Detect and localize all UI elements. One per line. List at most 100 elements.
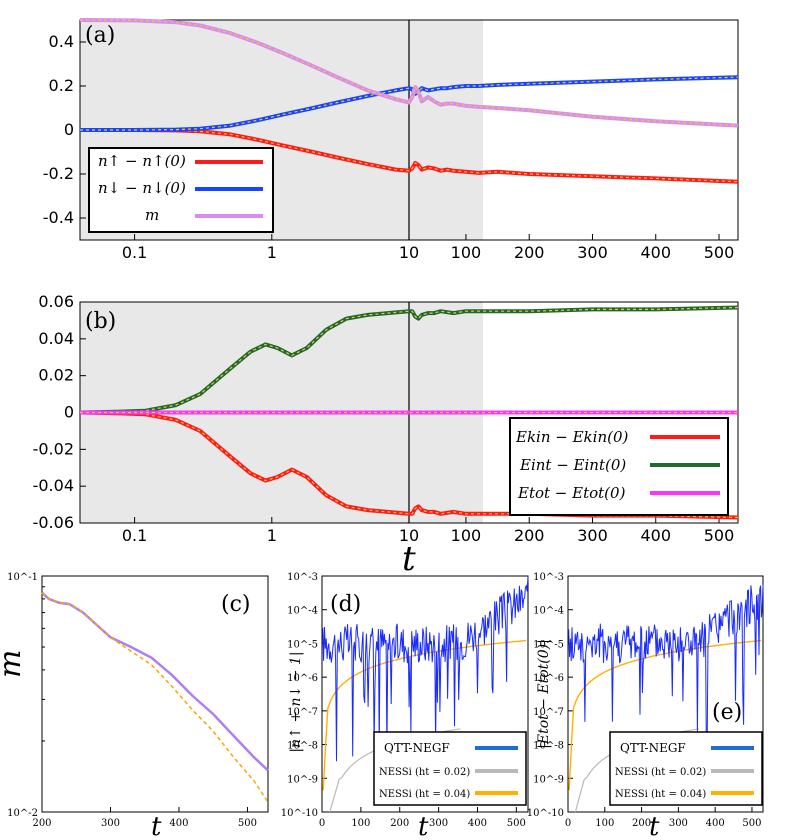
x-tick-label: 0.1 [122,526,147,545]
x-tick-label: 0 [319,818,325,829]
x-axis-label-e: t [649,812,660,840]
series-line-0 [41,591,269,772]
x-tick-label: 300 [429,818,448,829]
x-tick-label: 200 [632,818,651,829]
x-tick-label: 400 [640,526,671,545]
panel-b: 0.1 1 10 100 200 300 400 500 0.06 0.04 0.02 0 -0.02 -… [33,292,739,579]
y-tick-label: 10^-8 [533,741,564,752]
panel-e: 0 100 200 300 400 500 10^-3 10^-4 10^-5 10^-6 10^-… [527,572,764,840]
series-dash-0 [80,129,739,183]
y-tick-label: -0.02 [33,439,74,458]
y-tick-label: 10^-5 [533,639,564,650]
y-tick-label: 10^-2 [7,808,38,819]
y-tick-label: 0.02 [38,366,74,385]
series-qtt-negf [322,576,529,762]
legend-d-n02: NESSi (ht = 0.02) [379,767,470,778]
series-qtt-negf [568,584,764,750]
panel-d: 0 100 200 300 400 500 10^-3 10^-4 10^-5 10^-6 10^-… [281,572,529,840]
y-tick-label: 10^-4 [287,606,318,617]
series-line-1 [41,592,269,803]
y-tick-label: -0.06 [33,513,74,532]
x-tick-label: 100 [595,818,614,829]
y-tick-label: 0 [64,403,74,422]
x-tick-label: 1 [267,243,277,262]
y-tick-label: 10^-10 [527,808,564,819]
y-axis-label-e: |Etot − Etot(0)| [536,639,552,749]
y-axis-label-d: |n↑ + n↓ − 1| [288,651,304,752]
legend-b-etot: Etot − Etot(0) [517,484,626,502]
x-axis-label-t: t [402,539,416,579]
x-tick-label: 400 [169,818,188,829]
legend-a-m: m [145,206,159,224]
x-tick-label: 400 [468,818,487,829]
y-tick-label: 10^-7 [533,707,564,718]
y-axis-label-m: m [0,650,28,678]
panel-label-a: (a) [85,23,115,48]
panel-label-e-visible: (e) [712,700,742,725]
y-tick-label: 10^-4 [533,606,564,617]
y-tick-label: 10^-5 [287,639,318,650]
x-tick-label: 300 [577,526,608,545]
y-tick-label: 0.4 [49,32,74,51]
x-tick-label: 300 [101,818,120,829]
series-dash-2 [79,19,739,127]
x-tick-label: 100 [451,243,482,262]
x-tick-label: 200 [32,818,51,829]
x-tick-label: 200 [514,526,545,545]
y-tick-label: 10^-8 [287,741,318,752]
y-tick-label: 10^-3 [287,572,318,583]
legend-d-n04: NESSi (ht = 0.04) [379,789,470,800]
y-tick-label: 10^-1 [7,572,38,583]
x-tick-label: 400 [640,243,671,262]
legend-e-qtt: QTT-NEGF [620,741,686,755]
x-tick-label: 200 [514,243,545,262]
y-tick-label: -0.4 [43,208,74,227]
x-tick-label: 400 [706,818,725,829]
legend-e-n02: NESSi (ht = 0.02) [615,767,706,778]
x-tick-label: 0 [565,818,571,829]
y-tick-label: -0.04 [33,476,74,495]
legend-b-ekin: Ekin − Ekin(0) [515,428,628,446]
series-dash-1 [79,306,739,414]
legend-a-ndn: n↓ − n↓(0) [98,179,186,197]
x-tick-label: 10 [399,526,419,545]
y-tick-label: 10^-7 [287,707,318,718]
legend-a-nup: n↑ − n↑(0) [98,152,186,170]
legend-b-eint: Eint − Eint(0) [519,456,626,474]
x-axis-label-c: t [151,812,162,840]
x-axis-label-d: t [418,812,429,840]
x-tick-label: 100 [451,526,482,545]
y-tick-label: -0.2 [43,164,74,183]
legend-e-n04: NESSi (ht = 0.04) [615,789,706,800]
y-tick-label: 10^-6 [287,673,318,684]
panel-label-d: (d) [330,592,361,617]
x-tick-label: 500 [507,818,526,829]
legend-d-qtt: QTT-NEGF [384,741,450,755]
series-dash-0 [79,411,739,519]
series-nessi-04 [568,639,762,791]
axes-frame-e [567,575,764,813]
x-tick-label: 200 [390,818,409,829]
y-tick-label: 10^-9 [533,774,564,785]
x-tick-label: 10 [399,243,419,262]
y-tick-label: 0.06 [38,292,74,311]
x-tick-label: 100 [351,818,370,829]
x-tick-label: 1 [267,526,277,545]
x-tick-label: 500 [742,818,761,829]
axes-frame-c [41,575,269,813]
y-tick-label: 0 [64,120,74,139]
panel-label-b: (b) [85,309,116,334]
y-tick-label: 10^-6 [533,673,564,684]
y-tick-label: 10^-3 [533,572,564,583]
x-tick-label: 300 [669,818,688,829]
x-tick-label: 500 [238,818,257,829]
x-tick-label: 500 [704,526,735,545]
y-tick-label: 0.2 [49,76,74,95]
y-tick-label: 10^-10 [281,808,318,819]
panel-c: 200 300 400 500 10^-1 10^-2 (c) m t [0,572,269,840]
y-tick-label: 0.04 [38,329,74,348]
panel-a: 0.1 1 10 100 200 300 400 500 0.4 0.2 0 -0.2 -0.4 (a)… [43,18,739,262]
y-tick-label: 10^-9 [287,774,318,785]
x-tick-label: 0.1 [122,243,147,262]
